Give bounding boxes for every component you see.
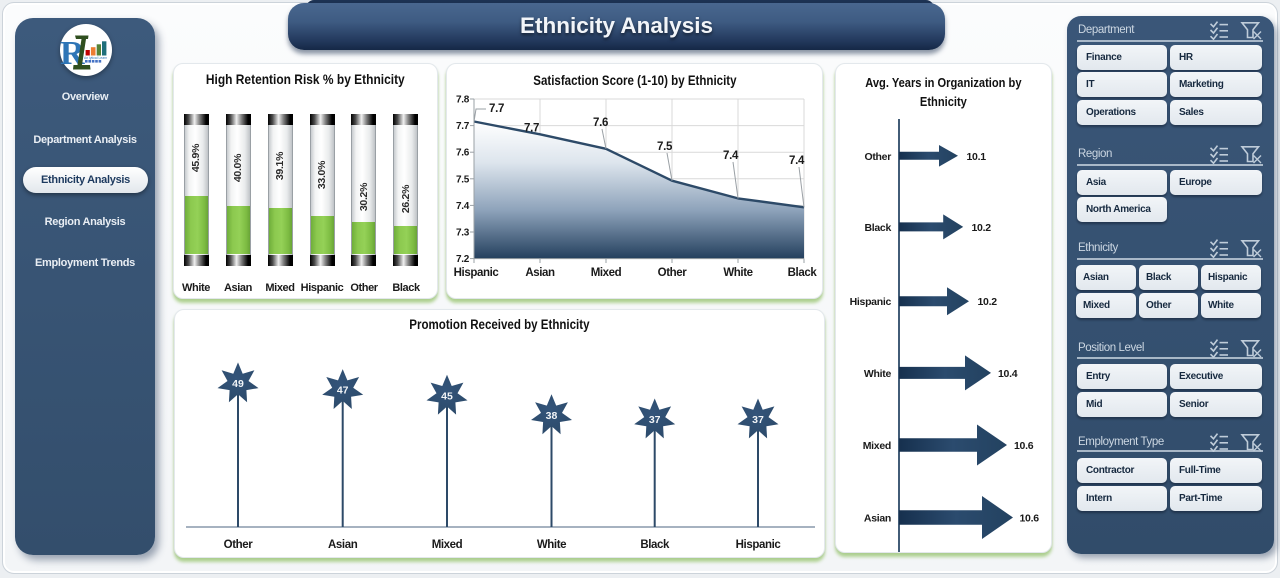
svg-text:White: White	[537, 539, 566, 551]
svg-text:Asian: Asian	[864, 513, 891, 525]
svg-text:7.7: 7.7	[489, 103, 504, 115]
svg-text:Other: Other	[224, 539, 254, 551]
svg-text:7.8: 7.8	[456, 95, 470, 106]
svg-text:Hispanic: Hispanic	[454, 267, 500, 279]
svg-text:White: White	[723, 267, 752, 279]
svg-text:10.2: 10.2	[978, 296, 998, 308]
svg-text:Hispanic: Hispanic	[736, 539, 782, 551]
svg-text:7.5: 7.5	[657, 141, 673, 153]
svg-text:Hispanic: Hispanic	[850, 296, 892, 308]
svg-text:7.7: 7.7	[456, 121, 470, 132]
svg-text:7.7: 7.7	[524, 123, 539, 135]
svg-text:White: White	[864, 368, 892, 380]
svg-text:10.6: 10.6	[1014, 440, 1034, 452]
svg-text:An lytical Learn: An lytical Learn	[84, 56, 107, 60]
svg-text:37: 37	[752, 414, 764, 426]
svg-text:7.2: 7.2	[456, 254, 470, 265]
svg-text:7.4: 7.4	[789, 155, 805, 167]
svg-text:Mixed: Mixed	[591, 267, 622, 279]
svg-text:7.6: 7.6	[593, 117, 608, 129]
svg-text:Other: Other	[658, 267, 688, 279]
svg-text:10.6: 10.6	[1020, 513, 1040, 525]
svg-text:45: 45	[441, 390, 453, 402]
svg-text:Other: Other	[864, 151, 891, 163]
svg-text:10.1: 10.1	[967, 151, 987, 163]
svg-text:Mixed: Mixed	[863, 440, 891, 452]
svg-text:49: 49	[232, 378, 244, 390]
svg-text:Black: Black	[864, 222, 891, 234]
svg-text:7.4: 7.4	[456, 201, 470, 212]
svg-text:7.3: 7.3	[456, 228, 470, 239]
svg-text:7.6: 7.6	[456, 148, 470, 159]
svg-text:Black: Black	[640, 539, 670, 551]
svg-text:47: 47	[337, 385, 349, 397]
svg-text:Black: Black	[788, 267, 818, 279]
svg-text:Asian: Asian	[328, 539, 358, 551]
svg-text:Asian: Asian	[525, 267, 555, 279]
svg-text:10.4: 10.4	[998, 368, 1018, 380]
svg-text:7.5: 7.5	[456, 174, 470, 185]
svg-text:7.4: 7.4	[723, 150, 739, 162]
svg-text:Mixed: Mixed	[432, 539, 463, 551]
svg-text:10.2: 10.2	[972, 222, 992, 234]
svg-text:37: 37	[649, 414, 661, 426]
svg-text:38: 38	[546, 410, 558, 422]
